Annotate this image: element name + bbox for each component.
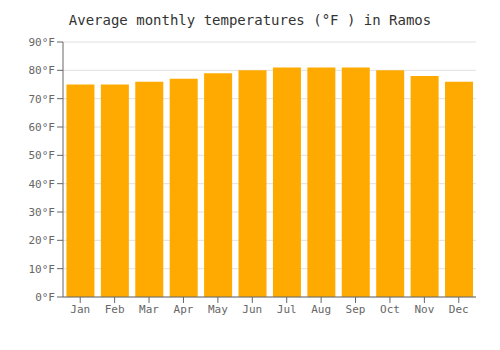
- svg-text:60°F: 60°F: [29, 121, 56, 134]
- svg-text:90°F: 90°F: [29, 36, 56, 49]
- svg-text:Jul: Jul: [277, 303, 297, 316]
- svg-text:Jun: Jun: [242, 303, 262, 316]
- svg-text:Apr: Apr: [174, 303, 194, 316]
- svg-text:Oct: Oct: [380, 303, 400, 316]
- svg-text:50°F: 50°F: [29, 149, 56, 162]
- svg-text:Nov: Nov: [414, 303, 434, 316]
- svg-text:40°F: 40°F: [29, 178, 56, 191]
- svg-text:Dec: Dec: [449, 303, 469, 316]
- svg-text:Aug: Aug: [311, 303, 331, 316]
- svg-text:80°F: 80°F: [29, 64, 56, 77]
- svg-text:Jan: Jan: [70, 303, 90, 316]
- svg-text:Sep: Sep: [346, 303, 366, 316]
- svg-text:10°F: 10°F: [29, 263, 56, 276]
- svg-text:May: May: [208, 303, 228, 316]
- svg-text:Mar: Mar: [139, 303, 159, 316]
- svg-text:Feb: Feb: [105, 303, 125, 316]
- svg-text:0°F: 0°F: [35, 291, 55, 304]
- html-text:Average monthly temperatures (: Average monthly temperatures (°F ) in Ra…: [68, 12, 432, 28]
- svg-text:20°F: 20°F: [29, 234, 56, 247]
- svg-text:70°F: 70°F: [29, 93, 56, 106]
- svg-text:30°F: 30°F: [29, 206, 56, 219]
